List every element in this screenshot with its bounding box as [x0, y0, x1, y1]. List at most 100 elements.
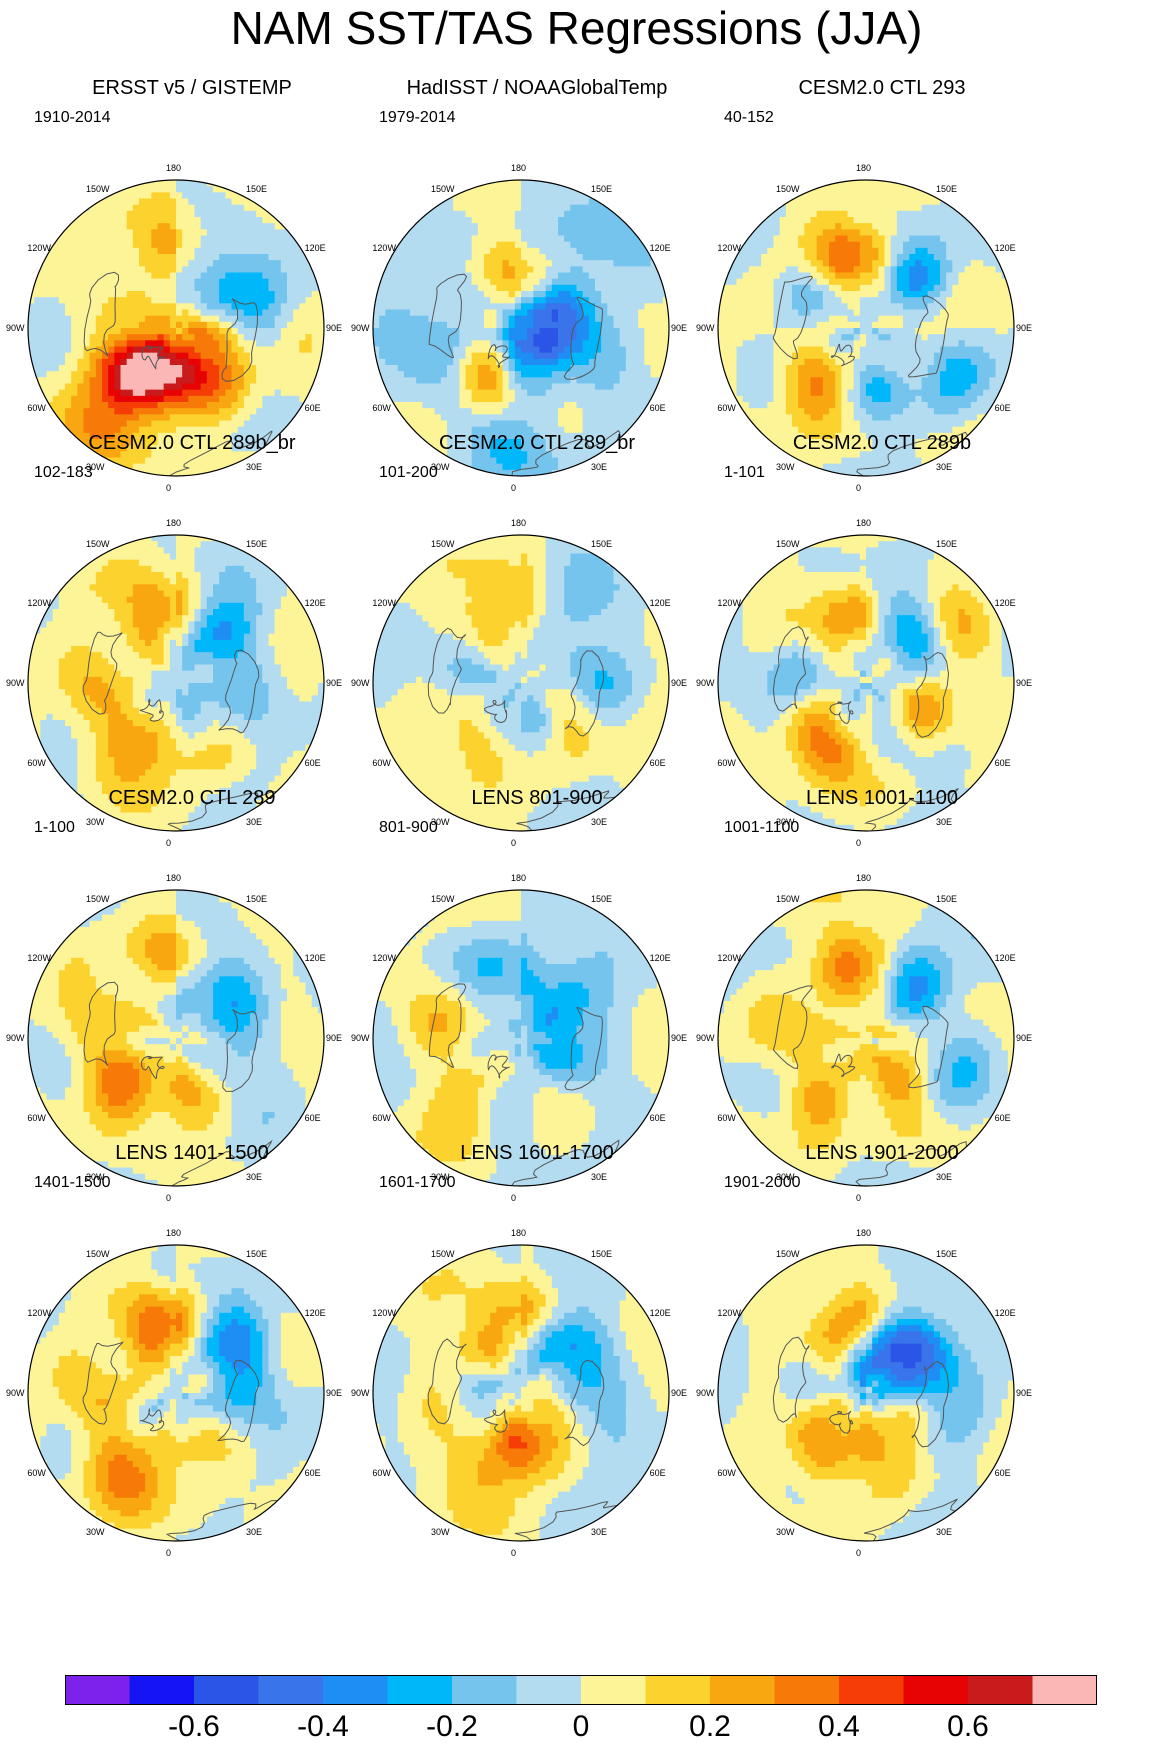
contour-cell — [767, 266, 774, 273]
contour-cell — [121, 365, 128, 372]
contour-cell — [65, 260, 72, 267]
contour-cell — [823, 248, 830, 255]
contour-cell — [398, 359, 405, 366]
contour-cell — [848, 310, 855, 317]
contour-cell — [527, 371, 534, 378]
contour-cell — [817, 322, 824, 329]
contour-cell — [965, 223, 972, 230]
contour-cell — [404, 273, 411, 280]
contour-cell — [644, 384, 651, 391]
contour-cell — [232, 217, 239, 224]
contour-cell — [90, 266, 97, 273]
contour-cell — [447, 285, 454, 292]
contour-cell — [47, 371, 54, 378]
contour-cell — [133, 205, 140, 212]
contour-cell — [207, 266, 214, 273]
contour-cell — [891, 303, 898, 310]
contour-cell — [977, 242, 984, 249]
contour-cell — [946, 217, 953, 224]
contour-cell — [213, 248, 220, 255]
contour-cell — [121, 223, 128, 230]
contour-cell — [533, 279, 540, 286]
contour-cell — [71, 291, 78, 298]
contour-cell — [392, 371, 399, 378]
contour-cell — [293, 328, 300, 335]
contour-cell — [441, 408, 448, 415]
contour-cell — [595, 266, 602, 273]
contour-cell — [182, 297, 189, 304]
contour-cell — [490, 260, 497, 267]
contour-cell — [219, 408, 226, 415]
contour-cell — [854, 285, 861, 292]
contour-cell — [922, 334, 929, 341]
contour-cell — [429, 365, 436, 372]
contour-cell — [416, 384, 423, 391]
contour-cell — [521, 279, 528, 286]
contour-cell — [478, 377, 485, 384]
contour-cell — [158, 328, 165, 335]
contour-cell — [817, 310, 824, 317]
contour-cell — [195, 291, 202, 298]
contour-cell — [65, 291, 72, 298]
contour-cell — [287, 279, 294, 286]
contour-cell — [651, 273, 658, 280]
contour-cell — [77, 390, 84, 397]
contour-cell — [299, 273, 306, 280]
contour-cell — [730, 291, 737, 298]
contour-cell — [114, 347, 121, 354]
contour-cell — [577, 266, 584, 273]
contour-cell — [164, 279, 171, 286]
contour-cell — [835, 260, 842, 267]
contour-cell — [28, 328, 35, 335]
contour-cell — [792, 310, 799, 317]
contour-cell — [312, 328, 319, 335]
contour-cell — [780, 303, 787, 310]
contour-cell — [416, 273, 423, 280]
contour-cell — [90, 223, 97, 230]
contour-cell — [737, 303, 744, 310]
contour-cell — [410, 384, 417, 391]
contour-cell — [811, 322, 818, 329]
contour-cell — [299, 347, 306, 354]
contour-cell — [509, 291, 516, 298]
contour-cell — [84, 279, 91, 286]
contour-cell — [478, 359, 485, 366]
contour-cell — [201, 229, 208, 236]
contour-cell — [121, 359, 128, 366]
contour-cell — [977, 248, 984, 255]
contour-cell — [934, 334, 941, 341]
contour-cell — [176, 273, 183, 280]
contour-cell — [219, 303, 226, 310]
contour-cell — [595, 359, 602, 366]
contour-cell — [872, 273, 879, 280]
contour-cell — [410, 408, 417, 415]
contour-cell — [34, 390, 41, 397]
contour-cell — [139, 285, 146, 292]
contour-cell — [1002, 291, 1009, 298]
contour-cell — [207, 384, 214, 391]
contour-cell — [983, 279, 990, 286]
contour-cell — [521, 328, 528, 335]
contour-cell — [219, 359, 226, 366]
contour-cell — [546, 303, 553, 310]
contour-cell — [774, 285, 781, 292]
contour-cell — [435, 248, 442, 255]
contour-cell — [484, 365, 491, 372]
contour-cell — [472, 359, 479, 366]
contour-cell — [453, 396, 460, 403]
contour-cell — [299, 359, 306, 366]
contour-cell — [182, 365, 189, 372]
contour-cell — [453, 310, 460, 317]
contour-cell — [490, 291, 497, 298]
contour-cell — [583, 310, 590, 317]
contour-cell — [761, 291, 768, 298]
contour-cell — [644, 359, 651, 366]
contour-cell — [188, 211, 195, 218]
contour-cell — [620, 371, 627, 378]
contour-cell — [306, 359, 313, 366]
contour-cell — [121, 291, 128, 298]
contour-cell — [164, 199, 171, 206]
contour-cell — [219, 242, 226, 249]
contour-cell — [232, 408, 239, 415]
contour-cell — [238, 223, 245, 230]
